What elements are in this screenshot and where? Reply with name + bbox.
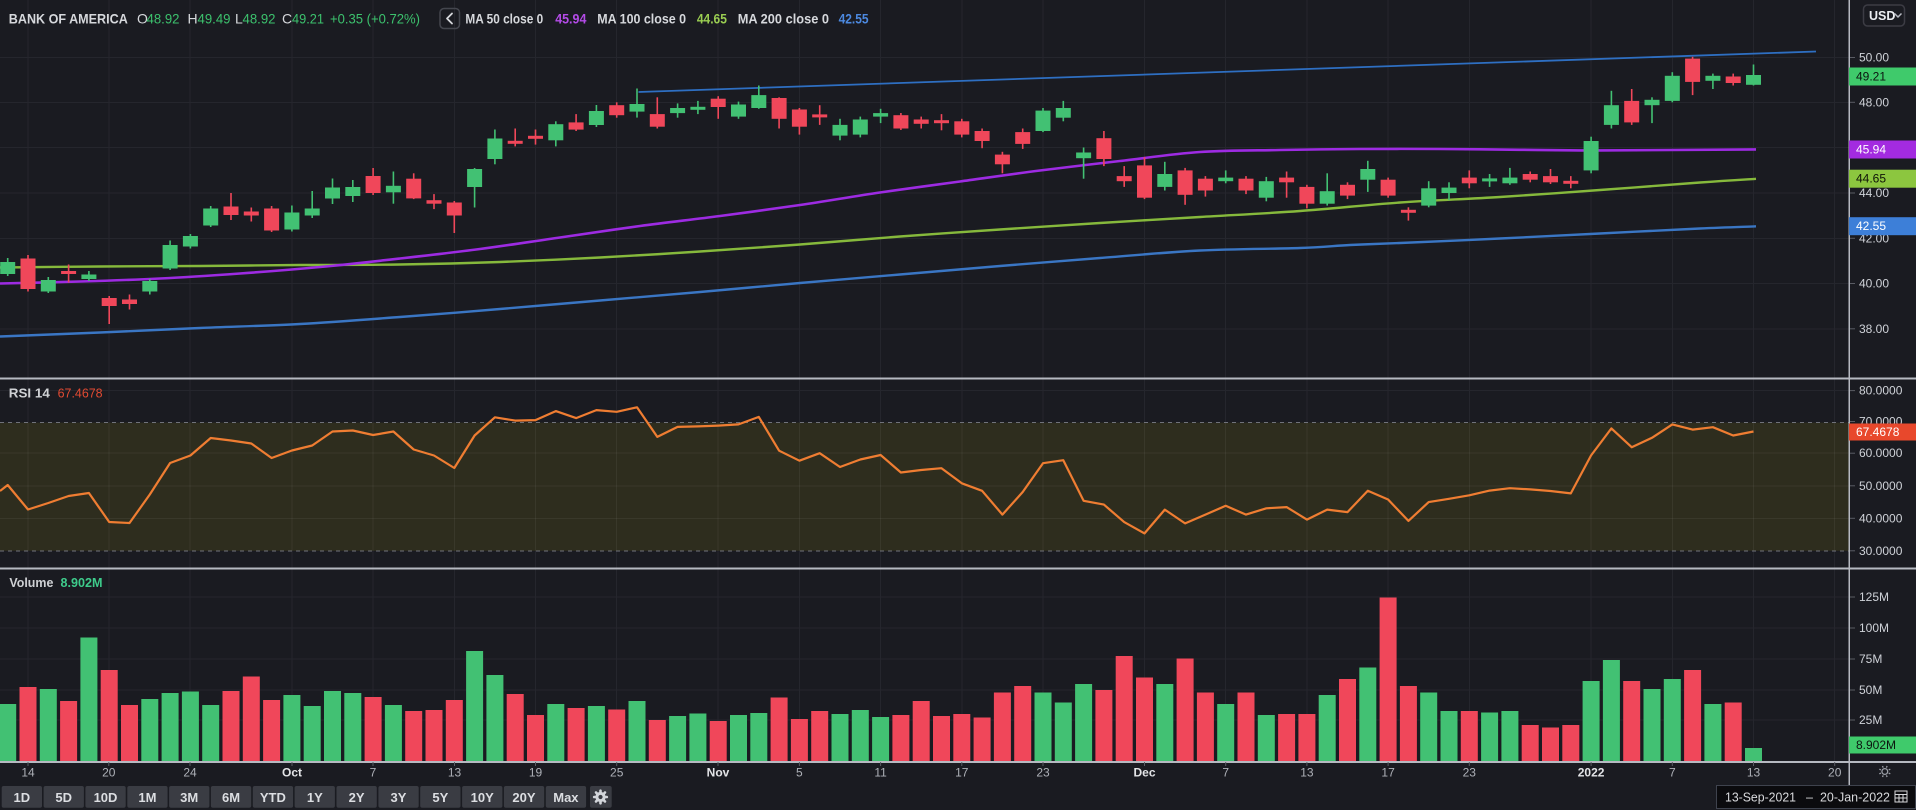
svg-text:5D: 5D	[55, 790, 72, 805]
svg-text:1Y: 1Y	[307, 790, 323, 805]
svg-text:13: 13	[1300, 766, 1314, 780]
svg-text:49.21: 49.21	[292, 11, 324, 27]
svg-text:+0.35 (+0.72%): +0.35 (+0.72%)	[330, 11, 420, 27]
svg-text:Volume: Volume	[9, 575, 53, 590]
svg-text:49.49: 49.49	[198, 11, 231, 27]
svg-text:5Y: 5Y	[432, 790, 448, 805]
svg-text:13: 13	[1747, 766, 1761, 780]
svg-text:125M: 125M	[1859, 590, 1889, 604]
svg-text:Nov: Nov	[707, 766, 730, 780]
svg-text:Dec: Dec	[1133, 766, 1155, 780]
svg-text:–: –	[1806, 791, 1813, 805]
svg-text:25M: 25M	[1859, 713, 1882, 727]
svg-text:45.94: 45.94	[555, 11, 586, 27]
svg-text:67.4678: 67.4678	[58, 386, 103, 401]
svg-text:100M: 100M	[1859, 621, 1889, 635]
svg-text:44.65: 44.65	[1856, 172, 1886, 186]
svg-text:6M: 6M	[222, 790, 240, 805]
svg-text:10Y: 10Y	[471, 790, 494, 805]
svg-text:45.94: 45.94	[1856, 143, 1886, 157]
svg-text:O: O	[137, 11, 148, 27]
svg-text:20-Jan-2022: 20-Jan-2022	[1820, 791, 1890, 805]
svg-text:YTD: YTD	[260, 790, 286, 805]
svg-text:RSI 14: RSI 14	[9, 386, 51, 401]
svg-text:75M: 75M	[1859, 652, 1882, 666]
svg-text:L: L	[235, 11, 243, 27]
svg-text:17: 17	[1381, 766, 1395, 780]
svg-text:13: 13	[448, 766, 462, 780]
svg-text:20Y: 20Y	[512, 790, 535, 805]
svg-text:3Y: 3Y	[391, 790, 407, 805]
svg-text:2022: 2022	[1578, 766, 1605, 780]
svg-text:MA 50 close 0: MA 50 close 0	[465, 11, 543, 27]
svg-text:38.00: 38.00	[1859, 322, 1889, 336]
svg-text:1M: 1M	[138, 790, 156, 805]
svg-text:2Y: 2Y	[349, 790, 365, 805]
svg-text:MA 100 close 0: MA 100 close 0	[597, 11, 686, 27]
svg-text:49.21: 49.21	[1856, 70, 1886, 84]
svg-text:48.00: 48.00	[1859, 95, 1889, 109]
svg-text:50M: 50M	[1859, 683, 1882, 697]
svg-text:60.0000: 60.0000	[1859, 446, 1903, 460]
svg-text:13-Sep-2021: 13-Sep-2021	[1725, 791, 1796, 805]
svg-text:24: 24	[183, 766, 197, 780]
svg-text:23: 23	[1463, 766, 1477, 780]
svg-text:40.0000: 40.0000	[1859, 511, 1903, 525]
svg-text:80.0000: 80.0000	[1859, 384, 1903, 398]
svg-text:44.65: 44.65	[697, 11, 727, 27]
svg-text:Oct: Oct	[282, 766, 302, 780]
svg-text:8.902M: 8.902M	[1856, 738, 1896, 752]
svg-text:42.55: 42.55	[1856, 219, 1886, 233]
svg-text:20: 20	[102, 766, 116, 780]
svg-text:C: C	[282, 11, 292, 27]
svg-text:BANK OF AMERICA: BANK OF AMERICA	[9, 11, 128, 27]
svg-text:25: 25	[610, 766, 624, 780]
svg-text:10D: 10D	[94, 790, 118, 805]
svg-text:67.4678: 67.4678	[1856, 425, 1900, 439]
svg-text:17: 17	[955, 766, 969, 780]
svg-text:14: 14	[21, 766, 35, 780]
svg-text:44.00: 44.00	[1859, 186, 1889, 200]
svg-text:USD: USD	[1869, 9, 1895, 23]
svg-text:7: 7	[1669, 766, 1676, 780]
svg-text:19: 19	[529, 766, 543, 780]
svg-text:7: 7	[1222, 766, 1229, 780]
svg-text:50.0000: 50.0000	[1859, 479, 1903, 493]
svg-text:1D: 1D	[13, 790, 30, 805]
svg-text:20: 20	[1828, 766, 1842, 780]
svg-text:MA 200 close 0: MA 200 close 0	[738, 11, 829, 27]
svg-text:48.92: 48.92	[147, 11, 180, 27]
svg-text:Max: Max	[553, 790, 579, 805]
svg-text:30.0000: 30.0000	[1859, 544, 1903, 558]
svg-text:3M: 3M	[180, 790, 198, 805]
svg-text:48.92: 48.92	[243, 11, 276, 27]
svg-text:40.00: 40.00	[1859, 277, 1889, 291]
svg-text:5: 5	[796, 766, 803, 780]
svg-text:7: 7	[370, 766, 377, 780]
svg-text:23: 23	[1036, 766, 1050, 780]
svg-text:H: H	[188, 11, 198, 27]
svg-text:42.55: 42.55	[839, 11, 869, 27]
svg-text:11: 11	[874, 766, 887, 780]
svg-text:50.00: 50.00	[1859, 51, 1889, 65]
svg-text:8.902M: 8.902M	[61, 575, 103, 590]
